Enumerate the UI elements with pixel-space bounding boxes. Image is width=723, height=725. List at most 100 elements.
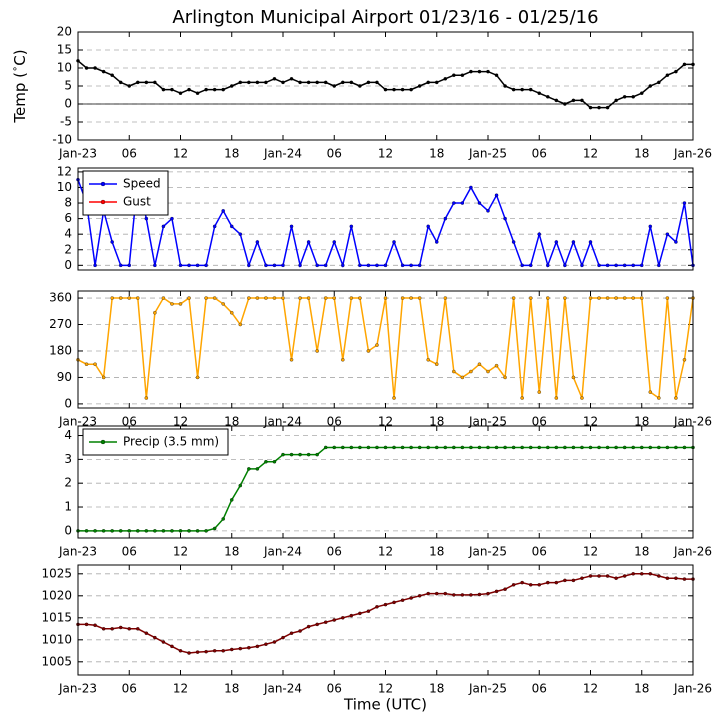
point — [221, 87, 225, 92]
y-tick-label: 10 — [57, 61, 72, 75]
point — [665, 576, 670, 580]
point — [588, 445, 593, 450]
point — [563, 296, 567, 300]
point — [323, 80, 328, 85]
point — [306, 80, 311, 85]
point — [358, 445, 362, 450]
point — [349, 80, 354, 85]
point — [306, 624, 311, 629]
x-tick-label: Jan-23 — [58, 545, 97, 559]
point — [400, 445, 405, 450]
point — [528, 87, 533, 92]
point — [255, 80, 260, 85]
point — [358, 84, 362, 88]
point — [247, 645, 251, 650]
point — [580, 98, 584, 103]
x-tick-label: 18 — [224, 682, 239, 696]
point — [622, 296, 627, 300]
point — [153, 635, 157, 640]
x-tick-label: 12 — [583, 415, 598, 429]
point — [546, 95, 550, 99]
point — [554, 580, 559, 585]
point — [605, 574, 610, 578]
point — [392, 87, 396, 92]
x-tick-label: Jan-25 — [468, 147, 507, 161]
legend-marker — [100, 181, 106, 187]
point — [281, 263, 285, 268]
point — [195, 375, 200, 380]
point — [375, 263, 379, 268]
y-tick-label: 1015 — [41, 610, 72, 624]
point — [520, 445, 524, 450]
point — [101, 627, 106, 631]
point — [349, 224, 354, 229]
point — [434, 445, 439, 450]
point — [417, 296, 422, 300]
point — [187, 651, 191, 655]
x-tick-label: 06 — [122, 415, 137, 429]
legend-box — [82, 170, 169, 216]
x-tick-label: Jan-23 — [58, 415, 97, 429]
point — [238, 80, 243, 85]
point — [648, 84, 653, 88]
y-tick-label: 2 — [64, 476, 72, 490]
point — [84, 622, 89, 627]
point — [178, 263, 183, 268]
point — [554, 396, 559, 400]
point — [622, 445, 627, 450]
x-tick-label: 12 — [378, 682, 393, 696]
point — [229, 84, 234, 88]
point — [238, 322, 243, 327]
point — [597, 263, 601, 268]
point — [392, 240, 396, 244]
x-tick-label: 06 — [122, 682, 137, 696]
point — [101, 69, 106, 74]
point — [161, 296, 166, 300]
y-axis-label: Temp (∘C) — [10, 49, 29, 123]
point — [315, 263, 319, 268]
point — [426, 358, 430, 362]
point — [289, 224, 294, 229]
point — [528, 583, 533, 587]
point — [486, 209, 490, 213]
point — [221, 302, 225, 306]
point — [323, 620, 328, 624]
point — [614, 263, 618, 268]
point — [605, 263, 610, 268]
point — [264, 80, 268, 85]
point — [469, 369, 473, 374]
point — [315, 349, 319, 353]
panel: Arlington Municipal Airport 01/23/16 - 0… — [10, 7, 712, 161]
point — [118, 529, 123, 533]
point — [289, 358, 294, 362]
point — [383, 87, 388, 92]
point — [315, 452, 319, 457]
point — [349, 296, 354, 300]
y-tick-label: 6 — [64, 211, 72, 225]
point — [571, 375, 576, 380]
point — [631, 296, 635, 300]
point — [409, 445, 413, 450]
point — [358, 296, 362, 300]
point — [580, 576, 584, 580]
point — [187, 263, 191, 268]
point — [400, 296, 405, 300]
y-tick-label: 0 — [64, 258, 72, 272]
x-tick-label: 18 — [634, 415, 649, 429]
point — [264, 642, 268, 646]
point — [443, 216, 448, 221]
point — [366, 349, 371, 353]
point — [546, 445, 550, 450]
point — [204, 649, 208, 654]
point — [674, 576, 678, 580]
x-tick-label: Jan-25 — [468, 682, 507, 696]
point — [281, 80, 285, 85]
point — [170, 87, 174, 92]
point — [563, 102, 567, 106]
point — [571, 98, 576, 103]
point — [597, 445, 601, 450]
point — [682, 445, 687, 450]
x-tick-label: 12 — [378, 147, 393, 161]
point — [153, 80, 157, 85]
point — [657, 396, 661, 400]
